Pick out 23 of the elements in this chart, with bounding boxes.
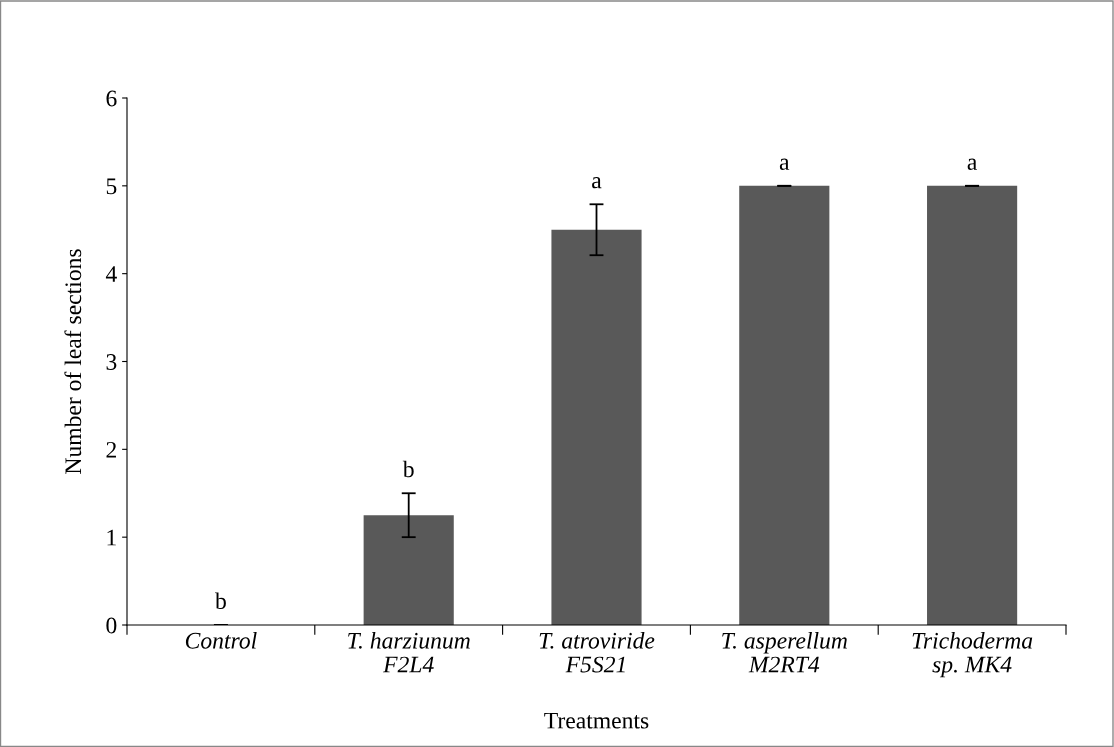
bar (927, 185, 1018, 625)
annotation: a (592, 177, 602, 189)
y-tick-label: 5 (106, 178, 117, 195)
y-axis-title: Number of leaf sections (64, 249, 82, 474)
bar (363, 515, 454, 625)
annotation: b (402, 460, 414, 478)
x-tick-label: Trichoderma sp. MK4 (912, 632, 1033, 678)
x-axis-title: Treatments (544, 712, 649, 729)
y-tick-label: 6 (106, 90, 117, 107)
y-tick-label: 2 (106, 441, 116, 458)
annotation: a (779, 158, 790, 170)
x-tick-label: T. atroviride F5S21 (539, 632, 655, 673)
x-tick-label: T. asperellum M2RT4 (722, 632, 847, 673)
x-tick-label: T. harziunum F2L4 (348, 632, 470, 673)
annotation: b (215, 592, 226, 610)
y-tick-label: 4 (105, 266, 117, 282)
bar (551, 229, 642, 625)
bar (739, 185, 830, 625)
y-tick-label: 3 (106, 354, 117, 370)
annotation: a (967, 158, 978, 170)
x-tick-label: Control (185, 632, 257, 649)
y-tick-label: 1 (107, 529, 116, 546)
y-tick-label: 0 (106, 617, 117, 634)
